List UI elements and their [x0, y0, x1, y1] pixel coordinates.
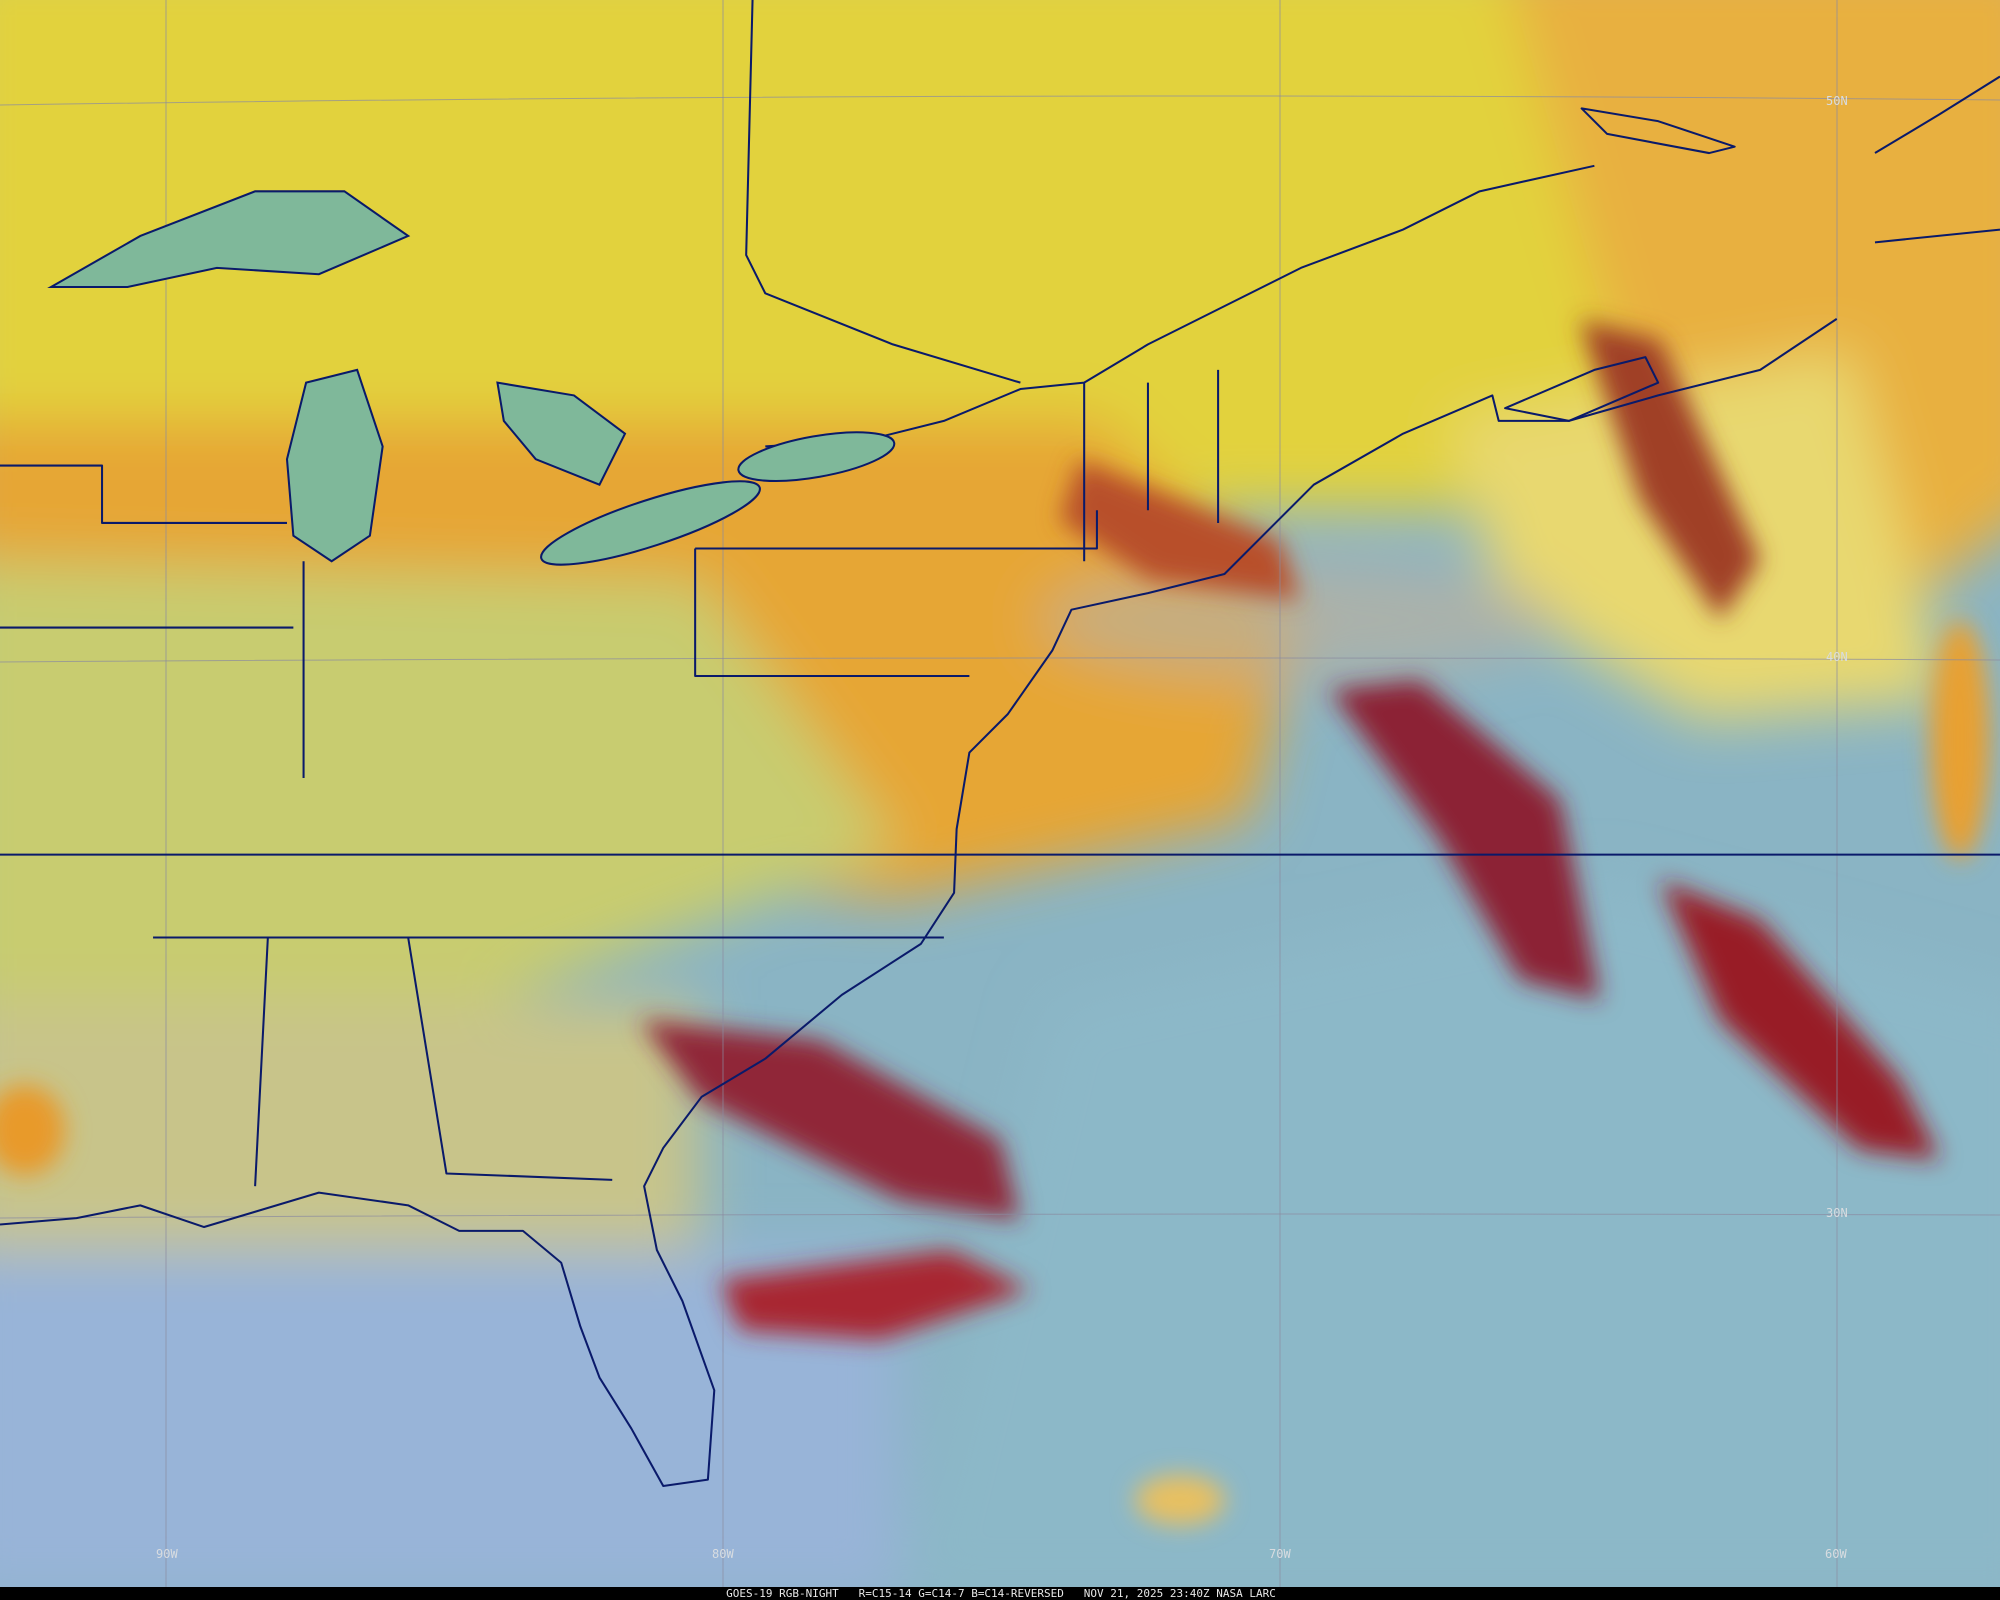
latitude-label: 40N: [1826, 650, 1848, 664]
longitude-label: 90W: [156, 1547, 178, 1561]
caption: GOES-19 RGB-NIGHT R=C15-14 G=C14-7 B=C14…: [726, 1587, 1276, 1600]
longitude-label: 70W: [1269, 1547, 1291, 1561]
caption-bar: [0, 1587, 2000, 1600]
boundaries: [0, 0, 2000, 1487]
latitude-labels: 50N 40N 30N: [1826, 94, 1848, 1220]
longitude-label: 60W: [1825, 1547, 1847, 1561]
latitude-label: 50N: [1826, 94, 1848, 108]
longitude-label: 80W: [712, 1547, 734, 1561]
longitude-labels: 90W 80W 70W 60W: [156, 1547, 1847, 1561]
latitude-label: 30N: [1826, 1206, 1848, 1220]
